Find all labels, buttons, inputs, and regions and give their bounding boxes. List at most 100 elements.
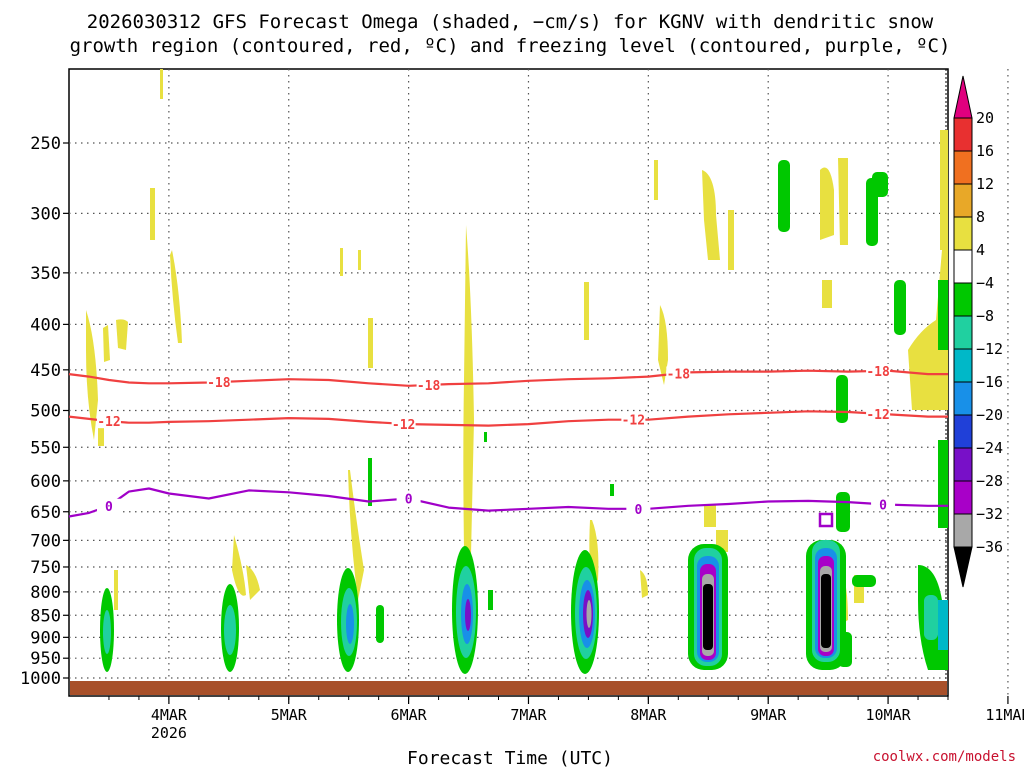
contour-label-bg (866, 363, 891, 378)
colorbar-segment (953, 315, 973, 350)
omega-shade-patch (488, 590, 493, 610)
omega-shade-patch (640, 570, 648, 598)
colorbar-label: −16 (976, 373, 1003, 391)
contour-label-bg (396, 491, 421, 506)
x-tick-label: 4MAR (151, 706, 188, 724)
contour-label: -12 (866, 408, 889, 423)
chart-title-line1: 2026030312 GFS Forecast Omega (shaded, −… (87, 11, 934, 33)
y-axis: 2503003504004505005506006507007508008509… (20, 134, 69, 689)
omega-shade-patch (940, 130, 948, 250)
colorbar-label: −24 (976, 439, 1003, 457)
colorbar-segment (953, 381, 973, 416)
contour-label: -12 (392, 418, 415, 433)
omega-shade-patch (114, 570, 118, 610)
omega-shade-patch (728, 210, 734, 270)
colorbar-label: −28 (976, 472, 1003, 490)
omega-shading (86, 69, 948, 674)
colorbar-segment (953, 348, 973, 383)
colorbar-bottom-arrow (953, 546, 973, 588)
x-tick-label: 11MAR (985, 706, 1024, 724)
contour-label: -18 (667, 367, 691, 382)
terrain-strip (70, 681, 947, 695)
omega-column-6mar (337, 568, 359, 672)
contour-label: 0 (105, 500, 113, 515)
y-tick-label: 500 (30, 402, 61, 422)
chart-title-line2: growth region (contoured, red, ºC) and f… (70, 35, 951, 57)
y-tick-label: 400 (30, 315, 61, 335)
contour-line--18 (68, 369, 948, 387)
omega-shade-patch (246, 565, 260, 600)
omega-shade-patch (160, 69, 163, 99)
colorbar-label: −12 (976, 340, 1003, 358)
contour-label-bg (871, 497, 896, 512)
y-tick-label: 450 (30, 361, 61, 381)
colorbar-segment (953, 282, 973, 317)
y-tick-label: 850 (30, 606, 61, 626)
x-axis-label: Forecast Time (UTC) (407, 748, 613, 768)
colorbar-segment (953, 447, 973, 482)
colorbar-top-arrow (953, 75, 973, 119)
colorbar-segment (953, 117, 973, 152)
colorbar-label: −32 (976, 505, 1003, 523)
y-tick-label: 300 (30, 204, 61, 224)
colorbar-label: 16 (976, 142, 994, 160)
omega-shade-patch (654, 160, 658, 200)
colorbar-label: −4 (976, 274, 994, 292)
omega-shade-patch (854, 575, 864, 603)
omega-shade-patch (924, 595, 938, 640)
omega-column-10mar (806, 540, 846, 670)
x-tick-sublabel: 2026 (151, 724, 187, 742)
contour-label-bg (96, 414, 121, 429)
contour-label-bg (391, 416, 416, 431)
colorbar-segment (953, 480, 973, 515)
contour-label-bg (96, 498, 121, 513)
colorbar-label: −8 (976, 307, 994, 325)
omega-shade-patch (86, 310, 98, 440)
omega-shade-patch (484, 432, 487, 442)
colorbar-segment (953, 414, 973, 449)
omega-shade-patch (702, 170, 720, 260)
contour-label: 0 (879, 498, 887, 513)
colorbar-label: −20 (976, 406, 1003, 424)
y-tick-label: 250 (30, 134, 61, 154)
colorbar-segment (953, 249, 973, 284)
x-tick-label: 7MAR (510, 706, 547, 724)
omega-shade-patch (584, 282, 589, 340)
colorbar: 20 16 12 8 4 −4 −8 −12 −16 −20 −24 −28 −32 −36 (953, 75, 1003, 588)
contour-label-bg (626, 501, 651, 516)
omega-shade-patch (908, 250, 948, 410)
omega-shade-patch (820, 167, 834, 240)
contour-label-bg (666, 366, 691, 381)
temperature-contours: -18 -18 -18 -18 -12 -12 -12 -12 0 0 0 0 (68, 363, 948, 518)
omega-shade-patch (170, 250, 182, 343)
omega-shade-patch (872, 172, 888, 197)
omega-shade-patch (938, 280, 948, 350)
colorbar-segment (953, 513, 973, 548)
omega-shade-patch (836, 375, 848, 423)
contour-label-bg (416, 377, 441, 392)
grid-lines (69, 69, 1009, 696)
colorbar-label: 4 (976, 241, 985, 259)
omega-shade-patch (778, 160, 790, 232)
omega-shade-patch (348, 470, 364, 600)
contour-label: 0 (405, 492, 413, 507)
y-tick-label: 800 (30, 583, 61, 603)
omega-shade-patch (376, 605, 384, 643)
contour-label-bg (866, 406, 891, 421)
contour-label-bg (206, 375, 231, 390)
colorbar-segment (953, 183, 973, 218)
colorbar-segment (953, 216, 973, 251)
omega-shade-patch (894, 280, 906, 335)
contour-label: -18 (866, 365, 890, 380)
omega-shade-patch (116, 319, 128, 350)
x-tick-label: 8MAR (630, 706, 667, 724)
y-tick-label: 750 (30, 558, 61, 578)
omega-shade-patch (368, 458, 372, 506)
omega-column-7mar (452, 546, 478, 674)
omega-shade-patch (938, 440, 948, 528)
omega-column-4mar (100, 588, 114, 672)
contour-label: -18 (417, 379, 441, 394)
y-tick-label: 550 (30, 438, 61, 458)
